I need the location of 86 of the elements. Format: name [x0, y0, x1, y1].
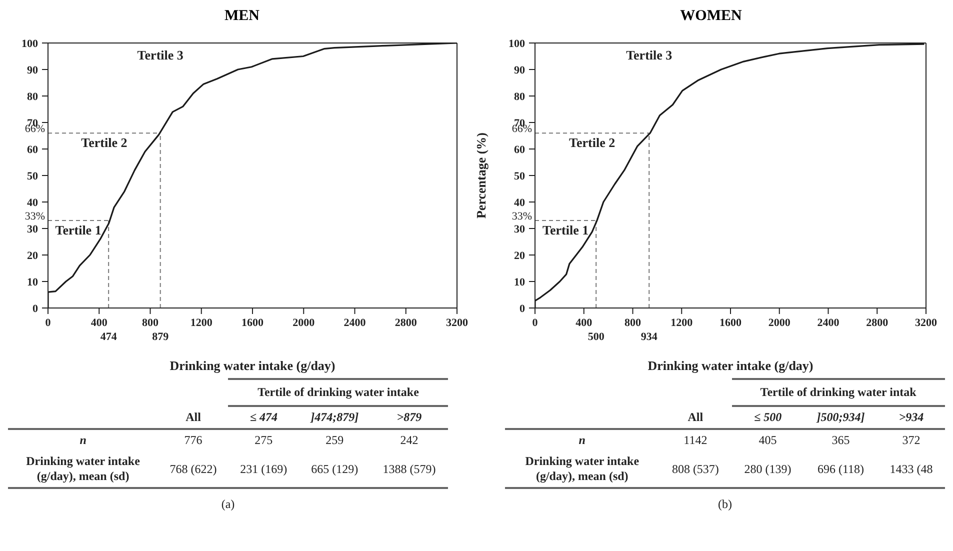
x-tick-label: 1600	[242, 317, 264, 329]
text: ]500;934]	[815, 409, 866, 426]
y-tick-label: 100	[508, 38, 526, 50]
x-tick-label: 2800	[394, 317, 418, 329]
annotation: Tertile 2	[569, 134, 616, 150]
text: Drinking water intake (g/day), mean (sd)	[25, 453, 141, 485]
x-tick-label: 2800	[866, 317, 889, 329]
y-tick-label: 0	[520, 303, 526, 315]
text: 696 (118)	[816, 460, 866, 478]
ref-line-label: 33%	[512, 210, 532, 223]
y-tick-label: 90	[27, 64, 38, 76]
text: 372	[901, 432, 922, 449]
text: 768 (622)	[168, 460, 218, 478]
text: 1433 (48	[888, 460, 934, 478]
x-tick-label: 800	[624, 317, 642, 329]
x-tick-label: 0	[45, 317, 52, 329]
x-tick-label: 800	[142, 317, 159, 329]
text: 259	[324, 432, 345, 449]
text: ]474;879]	[309, 409, 360, 426]
text: 808 (537)	[670, 460, 720, 478]
annotation: Tertile 3	[137, 48, 184, 63]
x-tick-label: 0	[532, 317, 538, 329]
x-tick-label: 3200	[446, 317, 468, 329]
annotation: Tertile 3	[626, 48, 673, 63]
text: 365	[830, 432, 851, 449]
text: All	[184, 408, 202, 426]
text: 1142	[682, 432, 708, 449]
y-tick-label: 50	[27, 170, 38, 182]
y-tick-label: 60	[27, 144, 38, 156]
y-tick-label: 60	[514, 144, 526, 156]
text: 275	[254, 432, 274, 449]
y-tick-label: 0	[32, 303, 38, 315]
text: n	[578, 432, 586, 449]
ref-line-label: 500	[588, 331, 605, 343]
x-tick-label: 400	[90, 317, 108, 329]
text: All	[686, 408, 704, 426]
text: 1388 (579)	[382, 460, 437, 478]
text: 242	[399, 432, 420, 449]
x-tick-label: 2000	[292, 317, 316, 329]
text: >879	[396, 409, 423, 426]
x-tick-label: 2000	[768, 317, 791, 329]
text: 405	[758, 432, 778, 449]
text: 665 (129)	[310, 460, 360, 478]
y-tick-label: 30	[514, 224, 526, 236]
text: (b)	[717, 497, 733, 512]
y-tick-label: 50	[514, 170, 526, 182]
x-tick-label: 1200	[670, 317, 694, 329]
y-tick-label: 20	[27, 250, 38, 262]
text: Drinking water intake (g/day), mean (sd)	[524, 453, 640, 485]
annotation: Tertile 1	[55, 222, 102, 238]
y-tick-label: 10	[27, 276, 38, 288]
y-tick-label: 100	[22, 38, 38, 50]
text: Tertile of drinking water intak	[732, 379, 945, 406]
x-tick-label: 400	[576, 317, 593, 329]
x-tick-label: 1600	[720, 317, 742, 329]
annotation: Tertile 1	[542, 222, 589, 238]
y-tick-label: 40	[27, 197, 38, 209]
x-axis-title: Drinking water intake (g/day)	[170, 358, 336, 373]
chart-title: WOMEN	[679, 8, 743, 26]
y-tick-label: 30	[27, 224, 38, 236]
ref-line-label: 474	[100, 331, 118, 343]
text: (a)	[220, 497, 236, 512]
x-axis-title: Drinking water intake (g/day)	[648, 358, 814, 373]
y-tick-label: 10	[514, 276, 526, 288]
text: ≤ 474	[248, 409, 278, 426]
text: ≤ 500	[752, 409, 783, 426]
annotation: Tertile 2	[81, 134, 128, 150]
y-tick-label: 90	[514, 64, 526, 76]
x-tick-label: 1200	[190, 317, 213, 329]
chart-title: MEN	[224, 8, 260, 26]
x-tick-label: 3200	[915, 317, 938, 329]
x-tick-label: 2400	[817, 317, 840, 329]
y-tick-label: 80	[514, 91, 526, 103]
ref-line-label: 934	[640, 331, 658, 343]
text: 280 (139)	[743, 460, 792, 478]
y-tick-label: 20	[514, 250, 526, 262]
text: >934	[898, 409, 925, 426]
y-tick-label: 80	[27, 91, 38, 103]
ref-line-label: 879	[152, 331, 170, 343]
y-tick-label: 40	[514, 197, 526, 209]
x-tick-label: 2400	[344, 317, 366, 329]
text: 776	[183, 432, 204, 449]
text: Tertile of drinking water intake	[228, 379, 448, 406]
ref-line-label: 33%	[24, 210, 45, 223]
text: 231 (169)	[239, 460, 288, 478]
text: n	[78, 432, 88, 449]
